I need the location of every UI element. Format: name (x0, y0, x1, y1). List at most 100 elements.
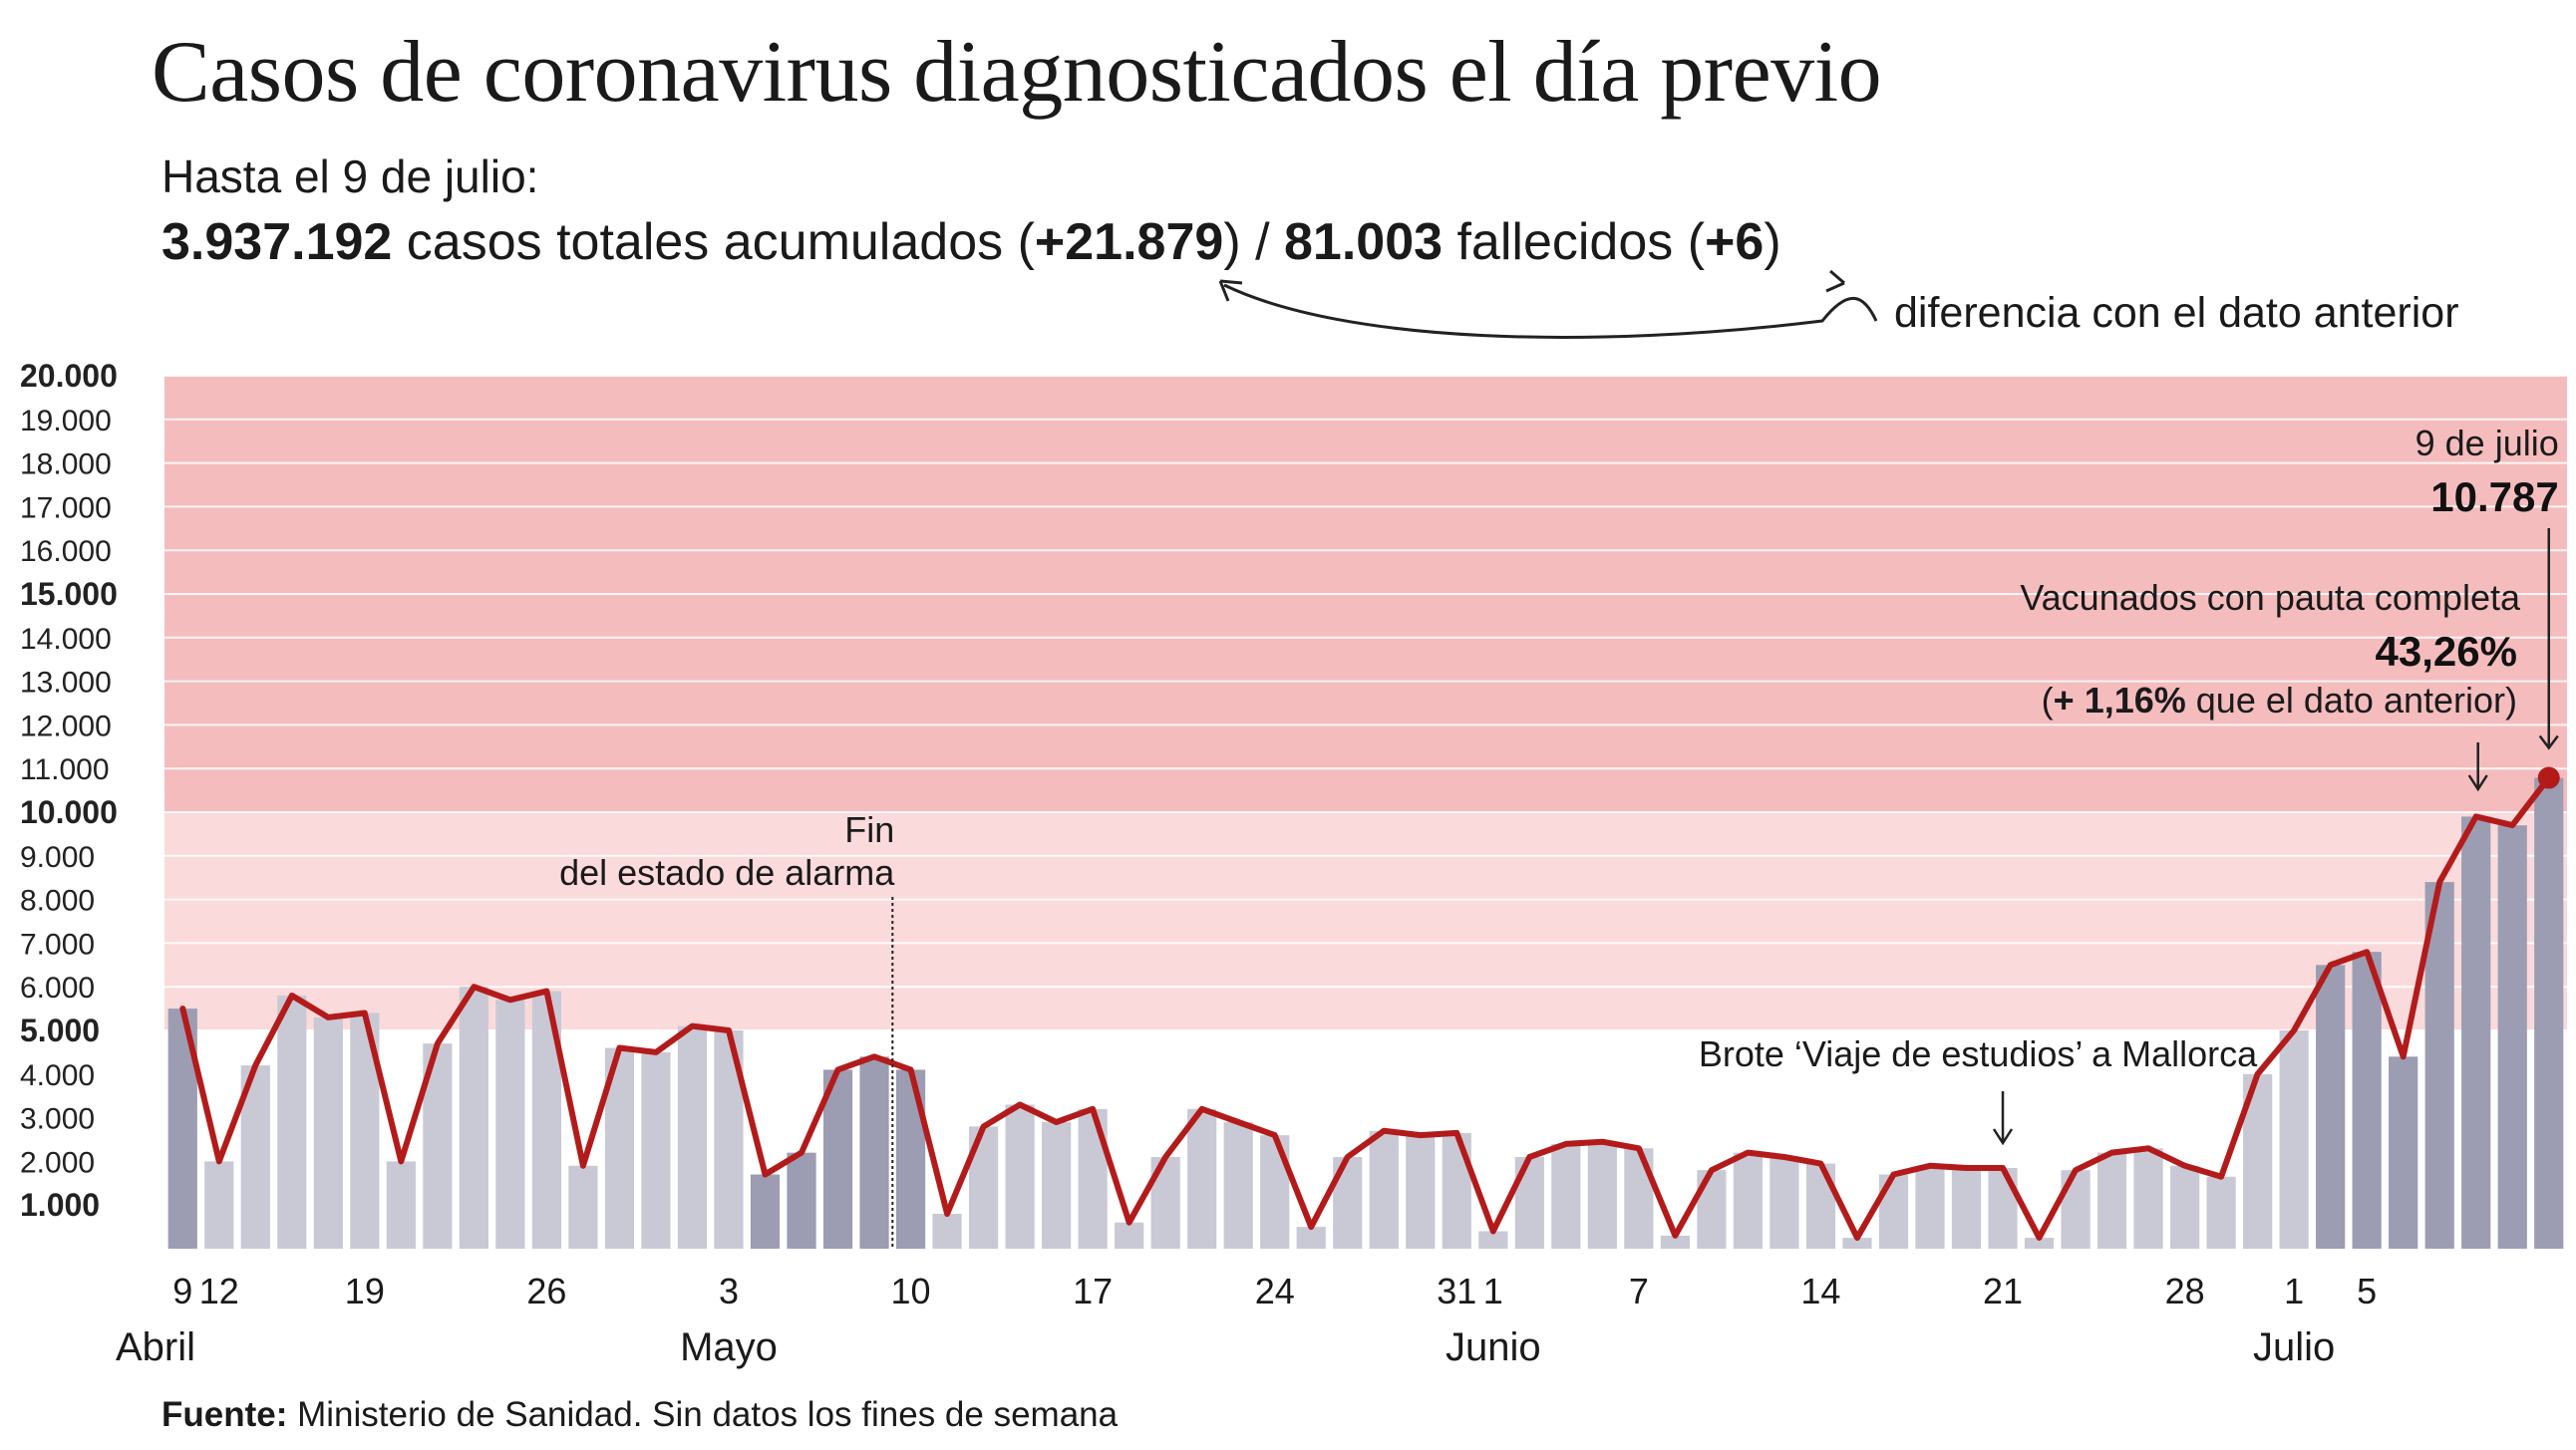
x-tick-10: 26 (526, 1271, 566, 1311)
x-tick-25: 17 (1073, 1271, 1113, 1311)
page-title: Casos de coronavirus diagnosticados el d… (152, 24, 1882, 121)
vaccinated-value: 43,26% (2376, 628, 2517, 675)
bar-58 (2279, 1030, 2309, 1249)
x-tick-40: 7 (1629, 1271, 1649, 1311)
bar-17 (787, 1152, 816, 1249)
difference-arrow-icon (1223, 283, 1878, 339)
vaccinated-label: Vacunados con pauta completa (2020, 577, 2521, 618)
arrowhead-right-icon (1825, 269, 1845, 293)
bar-45 (1805, 1163, 1836, 1249)
bar-61 (2389, 1056, 2418, 1249)
bar-46 (1842, 1238, 1872, 1249)
bar-50 (1988, 1167, 2018, 1249)
bar-35 (1442, 1132, 1471, 1249)
x-tick-30: 24 (1255, 1271, 1295, 1311)
band-1 (164, 812, 2567, 1030)
x-tick-15: 3 (719, 1271, 739, 1311)
series-points (2537, 766, 2560, 789)
bar-60 (2352, 952, 2382, 1249)
cases-diff-value: +21.879 (1034, 213, 1224, 271)
y-tick-8000: 8.000 (20, 885, 95, 918)
bar-38 (1551, 1143, 1581, 1249)
bar-1 (204, 1161, 234, 1249)
last-value-label: 10.787 (2430, 473, 2558, 520)
bar-47 (1878, 1174, 1909, 1249)
month-julio: Julio (2253, 1325, 2335, 1369)
y-tick-9000: 9.000 (20, 841, 95, 874)
bar-64 (2497, 825, 2527, 1249)
y-tick-15000: 15.000 (20, 576, 118, 612)
bar-26 (1115, 1222, 1144, 1249)
deaths-diff-value: +6 (1705, 213, 1765, 271)
last-value-arrow-icon (2538, 528, 2559, 750)
bar-49 (1951, 1167, 1982, 1249)
bar-19 (859, 1056, 889, 1249)
closing-paren: ) (1764, 213, 1781, 271)
bar-33 (1369, 1130, 1399, 1249)
bar-14 (677, 1025, 708, 1249)
source-note: Fuente: Ministerio de Sanidad. Sin datos… (161, 1395, 1118, 1435)
x-tick-20: 10 (891, 1271, 931, 1311)
bar-21 (932, 1213, 962, 1249)
month-labels: Abril Mayo Junio Julio (116, 1325, 2335, 1369)
bar-56 (2206, 1176, 2236, 1249)
bar-31 (1296, 1227, 1326, 1249)
x-tick-55: 28 (2165, 1271, 2205, 1311)
total-cases-value: 3.937.192 (161, 213, 393, 271)
bar-25 (1078, 1108, 1108, 1249)
y-tick-3000: 3.000 (20, 1103, 95, 1136)
bar-53 (2096, 1152, 2127, 1249)
bar-51 (2024, 1238, 2055, 1249)
bar-11 (568, 1165, 598, 1249)
y-tick-5000: 5.000 (20, 1013, 100, 1048)
y-tick-18000: 18.000 (20, 448, 112, 481)
month-abril: Abril (116, 1325, 195, 1369)
bar-65 (2534, 777, 2564, 1249)
arrowhead-left-icon (1218, 279, 1243, 302)
bar-48 (1915, 1165, 1945, 1249)
bar-3 (277, 995, 307, 1249)
alarm-label-line2: del estado de alarma (559, 852, 895, 893)
series-line (179, 774, 2552, 1241)
y-tick-11000: 11.000 (20, 753, 110, 786)
vaccinated-diff: (+ 1,16% que el dato anterior) (2042, 680, 2517, 721)
x-axis-ticks: 9 12 19 26 3 10 17 24 31 1 7 14 21 28 1 5 (172, 1271, 2377, 1311)
bar-63 (2461, 816, 2491, 1249)
bar-55 (2169, 1165, 2200, 1249)
bar-40 (1624, 1148, 1654, 1249)
y-tick-12000: 12.000 (20, 710, 112, 742)
bar-29 (1223, 1121, 1253, 1249)
vaccinated-arrow-icon (2467, 742, 2488, 792)
bar-18 (822, 1069, 853, 1249)
month-mayo: Mayo (680, 1325, 778, 1369)
bar-30 (1260, 1135, 1290, 1249)
difference-note: diferencia con el dato anterior (1894, 289, 2459, 337)
bar-34 (1406, 1135, 1436, 1249)
y-tick-1000: 1.000 (20, 1187, 100, 1223)
subtitle-date: Hasta el 9 de julio: (161, 150, 539, 202)
cases-chart: 20.00019.00018.00017.00016.00015.00014.0… (20, 269, 2567, 1369)
bar-54 (2133, 1148, 2163, 1249)
brote-label: Brote ‘Viaje de estudios’ a Mallorca (1699, 1033, 2258, 1074)
alarm-label-line1: Fin (844, 809, 894, 850)
y-axis-ticks: 20.000 19.000 18.000 17.000 16.000 15.000 14.0… (20, 358, 118, 1223)
vaccinated-diff-value: + 1,16% (2054, 680, 2186, 721)
y-tick-7000: 7.000 (20, 928, 95, 961)
bar-16 (750, 1174, 781, 1249)
last-date-label: 9 de julio (2415, 423, 2559, 463)
x-tick-50: 21 (1983, 1271, 2023, 1311)
bar-43 (1733, 1152, 1764, 1249)
bar-9 (495, 1000, 525, 1249)
bar-52 (2061, 1170, 2091, 1249)
bar-41 (1660, 1235, 1690, 1249)
bar-44 (1770, 1157, 1799, 1249)
y-tick-13000: 13.000 (20, 667, 112, 700)
bar-6 (386, 1161, 416, 1249)
deaths-value: 81.003 (1283, 213, 1444, 271)
bar-13 (641, 1051, 671, 1249)
total-cases-label: casos totales acumulados ( (392, 213, 1035, 271)
y-tick-20000: 20.000 (20, 358, 118, 394)
y-tick-14000: 14.000 (20, 623, 112, 656)
source-label: Fuente: (161, 1395, 288, 1434)
bar-20 (895, 1069, 926, 1249)
